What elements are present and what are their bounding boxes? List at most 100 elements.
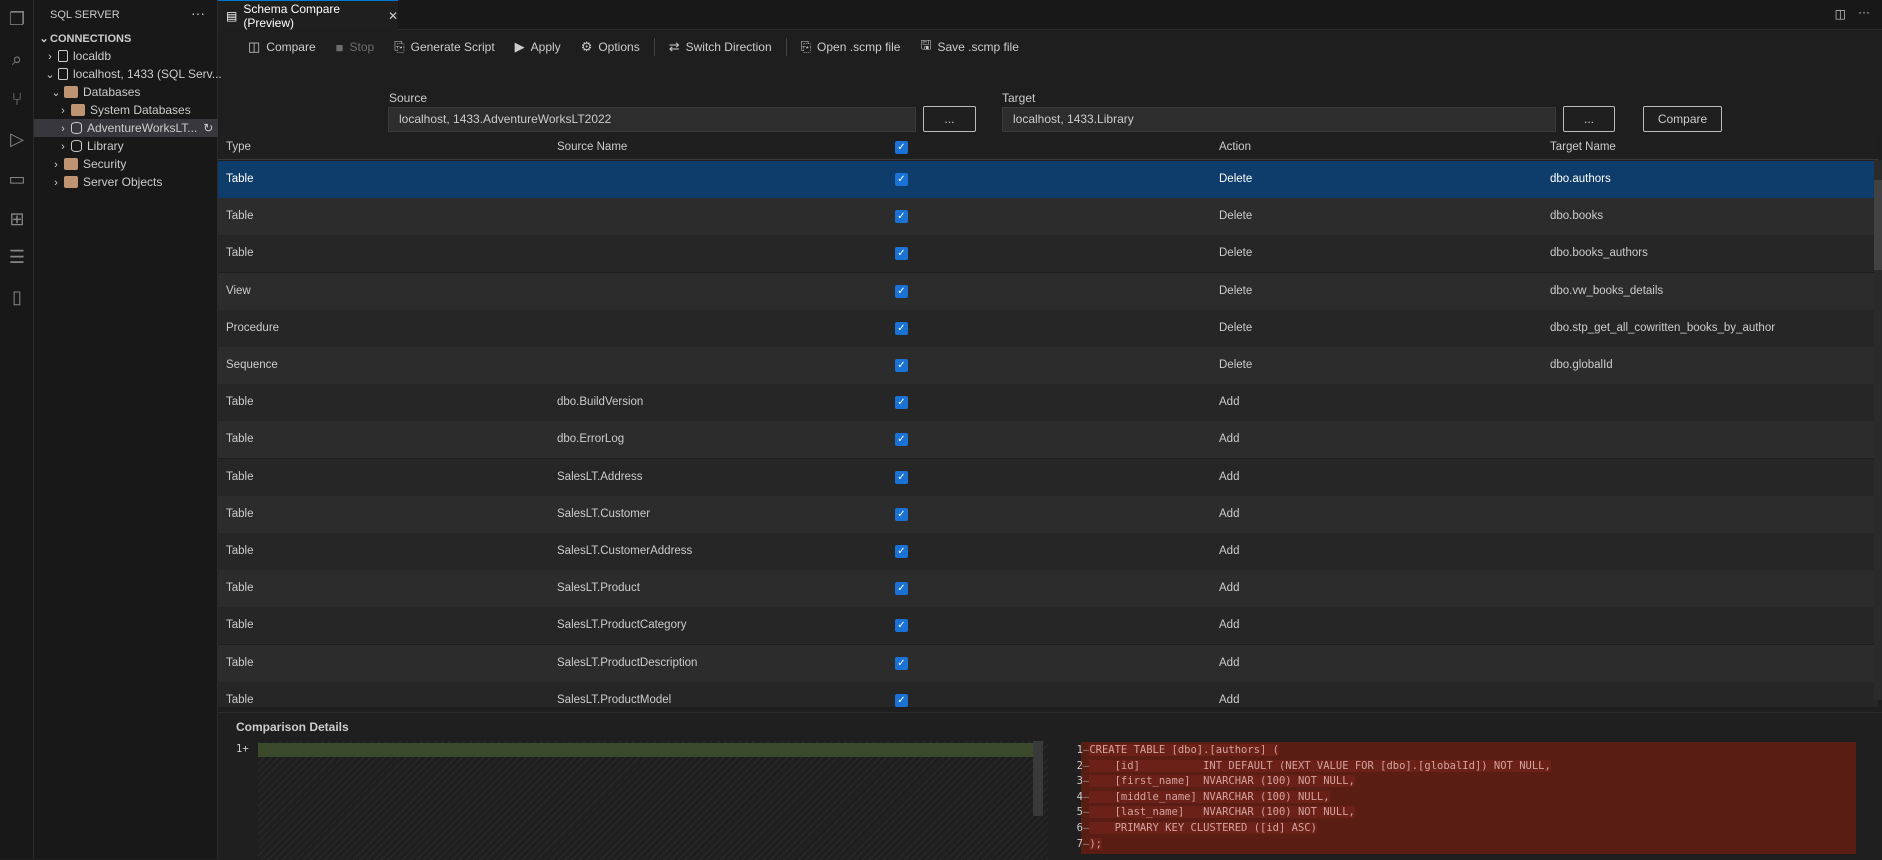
run-debug-icon[interactable]: ▷ <box>10 129 24 149</box>
tree-item-security[interactable]: › Security <box>34 155 218 173</box>
code-scrollbar[interactable] <box>1033 741 1043 816</box>
stop-button[interactable]: ■ Stop <box>326 35 385 59</box>
include-checkbox[interactable]: ✓ <box>895 247 908 261</box>
table-row[interactable]: Table dbo.ErrorLog ✓ Add <box>218 421 1878 459</box>
cell-target-name: dbo.authors <box>1550 173 1611 185</box>
table-row[interactable]: Sequence ✓ Delete dbo.globalId <box>218 347 1878 384</box>
cell-type: Table <box>226 210 254 223</box>
cell-source-name: SalesLT.Customer <box>557 507 651 520</box>
target-browse-button[interactable]: ... <box>1563 106 1615 132</box>
header-action[interactable]: Action <box>1219 141 1251 153</box>
folder-icon <box>64 176 78 188</box>
table-row[interactable]: Table SalesLT.Address ✓ Add <box>218 458 1878 496</box>
comparison-details-panel: Comparison Details 1+ 1—CREATE TABLE [db… <box>218 712 1882 860</box>
include-checkbox[interactable]: ✓ <box>895 582 908 596</box>
include-checkbox[interactable]: ✓ <box>895 210 908 224</box>
tree-item-server-objects[interactable]: › Server Objects <box>34 173 218 191</box>
divider <box>785 38 787 56</box>
tree-item-adventureworks[interactable]: › AdventureWorksLT... ↻ <box>34 119 218 137</box>
target-code-view[interactable]: 1—CREATE TABLE [dbo].[authors] (2— [id] … <box>1053 741 1882 860</box>
generate-script-button[interactable]: ⎘ Generate Script <box>384 35 504 59</box>
tree-label: Security <box>83 157 127 171</box>
button-label: Stop <box>349 40 375 54</box>
connections-section[interactable]: ⌄CONNECTIONS <box>34 30 218 48</box>
include-checkbox[interactable]: ✓ <box>895 433 908 447</box>
notebook-icon[interactable]: ▯ <box>12 287 22 307</box>
explorer-icon[interactable]: ❐ <box>8 9 26 29</box>
cell-type: Table <box>226 582 254 595</box>
tree-label: localdb <box>73 49 112 63</box>
include-checkbox[interactable]: ✓ <box>895 619 908 633</box>
source-code-view[interactable]: 1+ <box>218 741 1048 860</box>
more-actions-icon[interactable]: ··· <box>191 5 205 21</box>
table-row[interactable]: Table ✓ Delete dbo.books <box>218 198 1878 236</box>
extensions-icon[interactable]: ⊞ <box>9 209 25 229</box>
include-checkbox[interactable]: ✓ <box>895 321 908 335</box>
source-input[interactable]: localhost, 1433.AdventureWorksLT2022 <box>388 107 916 132</box>
table-row[interactable]: View ✓ Delete dbo.vw_books_details <box>218 272 1878 310</box>
table-row[interactable]: Table SalesLT.Product ✓ Add <box>218 570 1878 608</box>
grid-header: Type Source Name ✓ Action Target Name <box>218 135 1878 160</box>
close-icon[interactable]: ✕ <box>387 8 398 23</box>
source-control-icon[interactable]: ⑂ <box>11 89 23 109</box>
include-checkbox[interactable]: ✓ <box>895 470 908 484</box>
include-checkbox[interactable]: ✓ <box>895 359 908 372</box>
include-checkbox[interactable]: ✓ <box>895 396 908 410</box>
include-checkbox[interactable]: ✓ <box>895 693 908 707</box>
include-checkbox[interactable]: ✓ <box>895 173 908 186</box>
table-row[interactable]: Table SalesLT.ProductDescription ✓ Add <box>218 644 1878 682</box>
table-row[interactable]: Procedure ✓ Delete dbo.stp_get_all_cowritte… <box>218 309 1878 347</box>
split-editor-icon[interactable]: ◫ <box>1834 7 1846 21</box>
include-checkbox[interactable]: ✓ <box>895 507 908 521</box>
target-label: Target <box>1002 91 1036 105</box>
table-row[interactable]: Table dbo.BuildVersion ✓ Add <box>218 384 1878 422</box>
apply-button[interactable]: ▶ Apply <box>505 35 571 59</box>
grid-scrollbar[interactable] <box>1874 160 1882 700</box>
cell-action: Add <box>1219 545 1240 557</box>
select-all-checkbox[interactable]: ✓ <box>895 141 908 154</box>
switch-direction-button[interactable]: ⇄ Switch Direction <box>659 35 782 59</box>
code-text: [first_name] NVARCHAR (100) NOT NULL, <box>1089 775 1355 788</box>
cell-type: Table <box>226 396 254 409</box>
sql-server-icon[interactable]: ☰ <box>8 247 26 267</box>
tree-item-library[interactable]: › Library <box>34 137 218 155</box>
tab-schema-compare[interactable]: ▤ Schema Compare (Preview) ✕ <box>218 0 398 30</box>
header-source-name[interactable]: Source Name <box>557 141 628 153</box>
remote-explorer-icon[interactable]: ▭ <box>8 169 26 189</box>
table-row[interactable]: Table SalesLT.CustomerAddress ✓ Add <box>218 533 1878 570</box>
tree-item-localhost[interactable]: ⌄ localhost, 1433 (SQL Serv... <box>34 65 221 83</box>
header-type[interactable]: Type <box>226 141 251 153</box>
source-browse-button[interactable]: ... <box>923 106 976 132</box>
code-text: CREATE TABLE [dbo].[authors] ( <box>1089 744 1279 756</box>
header-target-name[interactable]: Target Name <box>1550 141 1616 153</box>
target-input[interactable]: localhost, 1433.Library <box>1002 107 1556 132</box>
button-label: Compare <box>266 40 316 54</box>
include-checkbox[interactable]: ✓ <box>895 656 908 670</box>
chevron-down-icon: ⌄ <box>39 33 49 45</box>
cell-source-name: SalesLT.Address <box>557 470 643 483</box>
tree-item-databases[interactable]: ⌄ Databases <box>34 83 218 101</box>
refresh-icon[interactable]: ↻ <box>203 121 214 135</box>
table-row[interactable]: Table SalesLT.Customer ✓ Add <box>218 495 1878 533</box>
table-row[interactable]: Table ✓ Delete dbo.books_authors <box>218 235 1878 273</box>
search-icon[interactable]: ⌕ <box>11 49 23 69</box>
compare-action-button[interactable]: Compare <box>1643 106 1722 132</box>
more-actions-icon[interactable]: ··· <box>1858 5 1870 19</box>
include-checkbox[interactable]: ✓ <box>895 545 908 558</box>
include-checkbox[interactable]: ✓ <box>895 284 908 298</box>
open-file-icon: ⎘ <box>800 39 812 54</box>
open-scmp-button[interactable]: ⎘ Open .scmp file <box>791 35 911 59</box>
compare-button[interactable]: ◫ Compare <box>238 35 326 59</box>
table-row[interactable]: Table SalesLT.ProductModel ✓ Add <box>218 681 1878 707</box>
line-number: 3 <box>1076 775 1083 788</box>
tree-item-localdb[interactable]: › localdb <box>34 47 218 65</box>
tree-item-system-databases[interactable]: › System Databases <box>34 101 218 119</box>
options-button[interactable]: ⚙ Options <box>571 35 650 59</box>
cell-type: Table <box>226 545 254 557</box>
table-row[interactable]: Table ✓ Delete dbo.authors <box>218 161 1878 198</box>
save-scmp-button[interactable]: 🖫 Save .scmp file <box>910 35 1028 59</box>
cell-type: View <box>226 284 251 297</box>
table-row[interactable]: Table SalesLT.ProductCategory ✓ Add <box>218 607 1878 645</box>
scrollbar-thumb[interactable] <box>1874 180 1882 270</box>
line-number: 5 <box>1076 806 1083 819</box>
